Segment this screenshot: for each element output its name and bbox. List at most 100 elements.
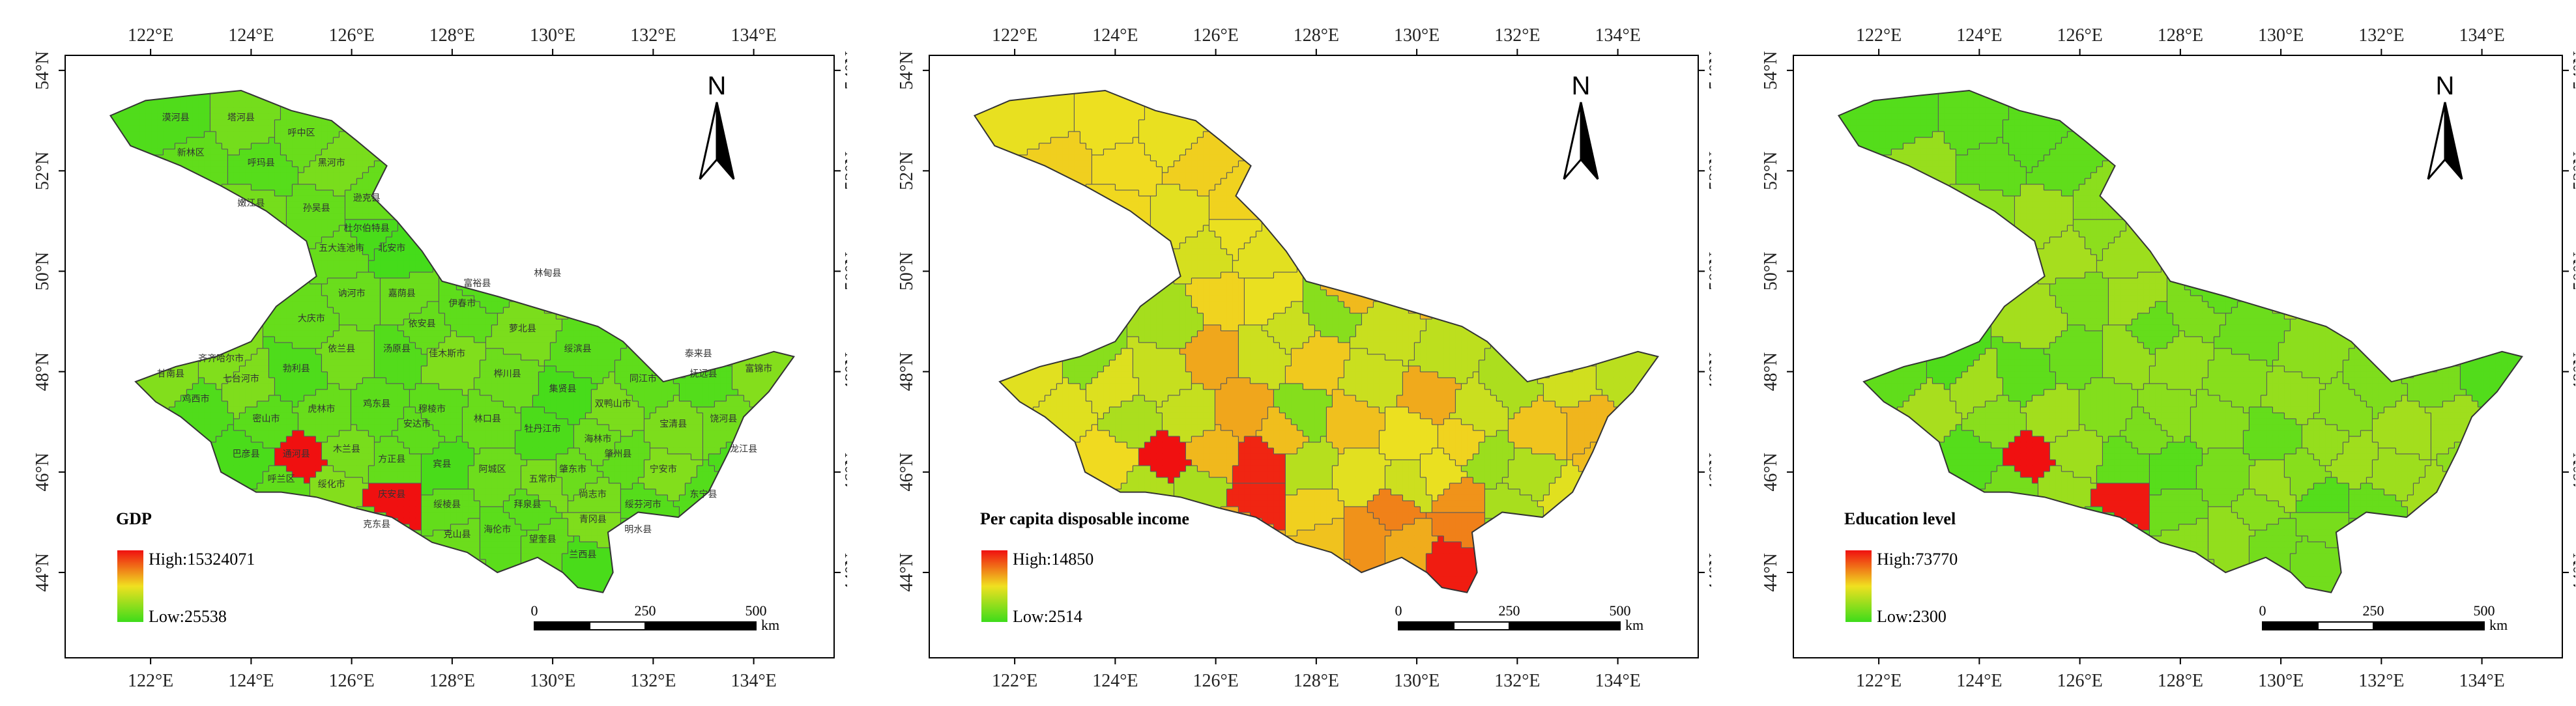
lon-tick-label-bottom: 134°E [1595, 671, 1640, 691]
county-label: 呼中区 [287, 128, 315, 138]
county-label: 泰来县 [685, 349, 712, 360]
lon-tick-label-top: 132°E [2358, 25, 2404, 46]
lon-tick-label-top: 132°E [1494, 25, 1540, 46]
county-label: 尚志市 [579, 488, 607, 500]
county-label: 克东县 [363, 520, 390, 530]
lon-tick-label-top: 126°E [2057, 25, 2102, 46]
county-label: 杜尔伯特县 [344, 223, 390, 234]
county-label: 通河县 [283, 449, 310, 460]
lon-tick-label-top: 134°E [1595, 25, 1640, 46]
county-label: 鸡西市 [182, 393, 210, 404]
scale-unit-label: km [761, 617, 779, 633]
lon-tick-label-bottom: 134°E [731, 671, 776, 691]
county-label: 宾县 [433, 459, 451, 470]
county-label: 青冈县 [579, 515, 607, 525]
county-label: 依兰县 [328, 344, 355, 354]
lon-tick-label-bottom: 132°E [2358, 671, 2404, 691]
lon-tick-label-bottom: 126°E [328, 671, 374, 691]
legend-title: GDP [116, 509, 152, 528]
scale-tick-label: 250 [1499, 602, 1520, 619]
lon-tick-label-bottom: 130°E [1394, 671, 1440, 691]
county-label: 克山县 [444, 530, 471, 540]
scale-unit-label: km [1625, 617, 1643, 633]
county-label: 拜泉县 [514, 499, 542, 510]
lat-tick-label-left: 46°N [33, 453, 53, 491]
lat-tick-label-left: 52°N [33, 152, 53, 190]
lat-tick-label-left: 46°N [1761, 453, 1781, 491]
legend-high-label: High:73770 [1877, 550, 1958, 569]
legend-title: Education level [1844, 509, 1956, 528]
lon-tick-label-bottom: 128°E [429, 671, 475, 691]
county-label: 富裕县 [463, 278, 491, 289]
lon-tick-label-top: 122°E [992, 25, 1037, 46]
county-label: 七台河市 [223, 373, 259, 384]
county-label: 佳木斯市 [429, 348, 465, 360]
lat-tick-label-right: 46°N [2570, 453, 2575, 491]
lat-tick-label-right: 48°N [1706, 352, 1711, 391]
lon-tick-label-top: 126°E [1193, 25, 1238, 46]
lat-tick-label-left: 44°N [33, 553, 53, 591]
lat-tick-label-right: 50°N [1706, 252, 1711, 290]
county-label: 绥棱县 [433, 500, 461, 510]
county-label: 勃利县 [283, 364, 310, 374]
legend-color-ramp [117, 550, 143, 622]
county-label: 讷河市 [338, 288, 366, 299]
scale-tick-label: 250 [635, 602, 656, 619]
lon-tick-label-bottom: 124°E [228, 671, 274, 691]
lon-tick-label-top: 128°E [429, 25, 475, 46]
lat-tick-label-right: 52°N [842, 152, 847, 190]
county-label: 漠河县 [162, 113, 190, 123]
county-label: 同江市 [630, 373, 657, 384]
county-label: 萝北县 [509, 324, 536, 334]
legend: Per capita disposable income High:14850 Lo… [980, 509, 1189, 626]
county-label: 绥滨县 [564, 344, 592, 354]
lat-tick-label-right: 46°N [1706, 453, 1711, 491]
lat-tick-label-left: 46°N [897, 453, 917, 491]
county-label: 齐齐哈尔市 [198, 353, 244, 364]
lon-tick-label-bottom: 132°E [1494, 671, 1540, 691]
county-label: 木兰县 [333, 444, 360, 455]
north-arrow-icon: N [2427, 72, 2463, 180]
county-label: 北安市 [378, 243, 405, 254]
legend-color-ramp [1845, 550, 1872, 622]
lat-tick-label-right: 54°N [2570, 51, 2575, 89]
county-label: 牡丹江市 [525, 423, 561, 434]
lon-tick-label-bottom: 124°E [1092, 671, 1138, 691]
lat-tick-label-left: 50°N [1761, 252, 1781, 290]
map-svg-income: 122°E 122°E 124°E 124°E 126°E 126°E 128°E 128°E… [897, 25, 1711, 691]
county-label: 安达市 [403, 418, 431, 429]
lon-tick-label-top: 130°E [1394, 25, 1440, 46]
county-label: 阿城区 [479, 464, 506, 475]
county-label: 逊克县 [353, 193, 381, 204]
county-label: 双鸭山市 [595, 399, 631, 410]
lat-tick-label-left: 48°N [897, 352, 917, 391]
lon-tick-label-top: 126°E [328, 25, 374, 46]
scale-unit-label: km [2489, 617, 2508, 633]
county-label: 五大连池市 [319, 243, 364, 254]
lat-tick-label-right: 44°N [2570, 553, 2575, 591]
north-arrow-icon: N [699, 72, 735, 180]
county-label: 饶河县 [710, 414, 737, 425]
lat-tick-label-left: 44°N [897, 553, 917, 591]
lon-tick-label-top: 124°E [1092, 25, 1138, 46]
scale-tick-label: 500 [1610, 602, 1631, 619]
lon-tick-label-bottom: 122°E [1856, 671, 1902, 691]
lon-tick-label-bottom: 134°E [2459, 671, 2504, 691]
province-outline [973, 89, 1659, 593]
lon-tick-label-bottom: 126°E [2057, 671, 2102, 691]
lat-tick-label-right: 44°N [842, 553, 847, 591]
lon-tick-label-bottom: 130°E [2258, 671, 2304, 691]
county-label: 林口县 [474, 414, 501, 425]
province-outline [1837, 89, 2523, 593]
lat-tick-label-right: 48°N [842, 352, 847, 391]
county-label: 龙江县 [730, 444, 757, 455]
lon-tick-label-bottom: 126°E [1193, 671, 1238, 691]
county-label: 抚远县 [689, 369, 717, 379]
lon-tick-label-bottom: 128°E [1294, 671, 1339, 691]
lat-tick-label-left: 52°N [1761, 152, 1781, 190]
legend-low-label: Low:2300 [1877, 607, 1946, 626]
legend-title: Per capita disposable income [980, 509, 1189, 528]
